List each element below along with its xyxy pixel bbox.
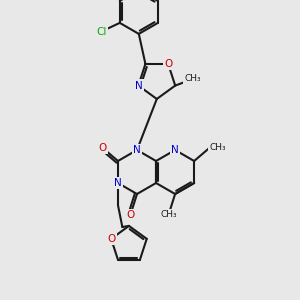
Text: O: O	[164, 59, 172, 69]
Text: N: N	[133, 145, 141, 155]
Text: N: N	[134, 81, 142, 91]
Text: CH₃: CH₃	[210, 143, 226, 152]
Text: CH₃: CH₃	[184, 74, 201, 83]
Text: O: O	[98, 143, 107, 153]
Text: O: O	[107, 234, 115, 244]
Text: CH₃: CH₃	[160, 210, 177, 219]
Text: O: O	[126, 210, 134, 220]
Text: N: N	[171, 145, 179, 155]
Text: Cl: Cl	[96, 27, 106, 37]
Text: N: N	[114, 178, 122, 188]
